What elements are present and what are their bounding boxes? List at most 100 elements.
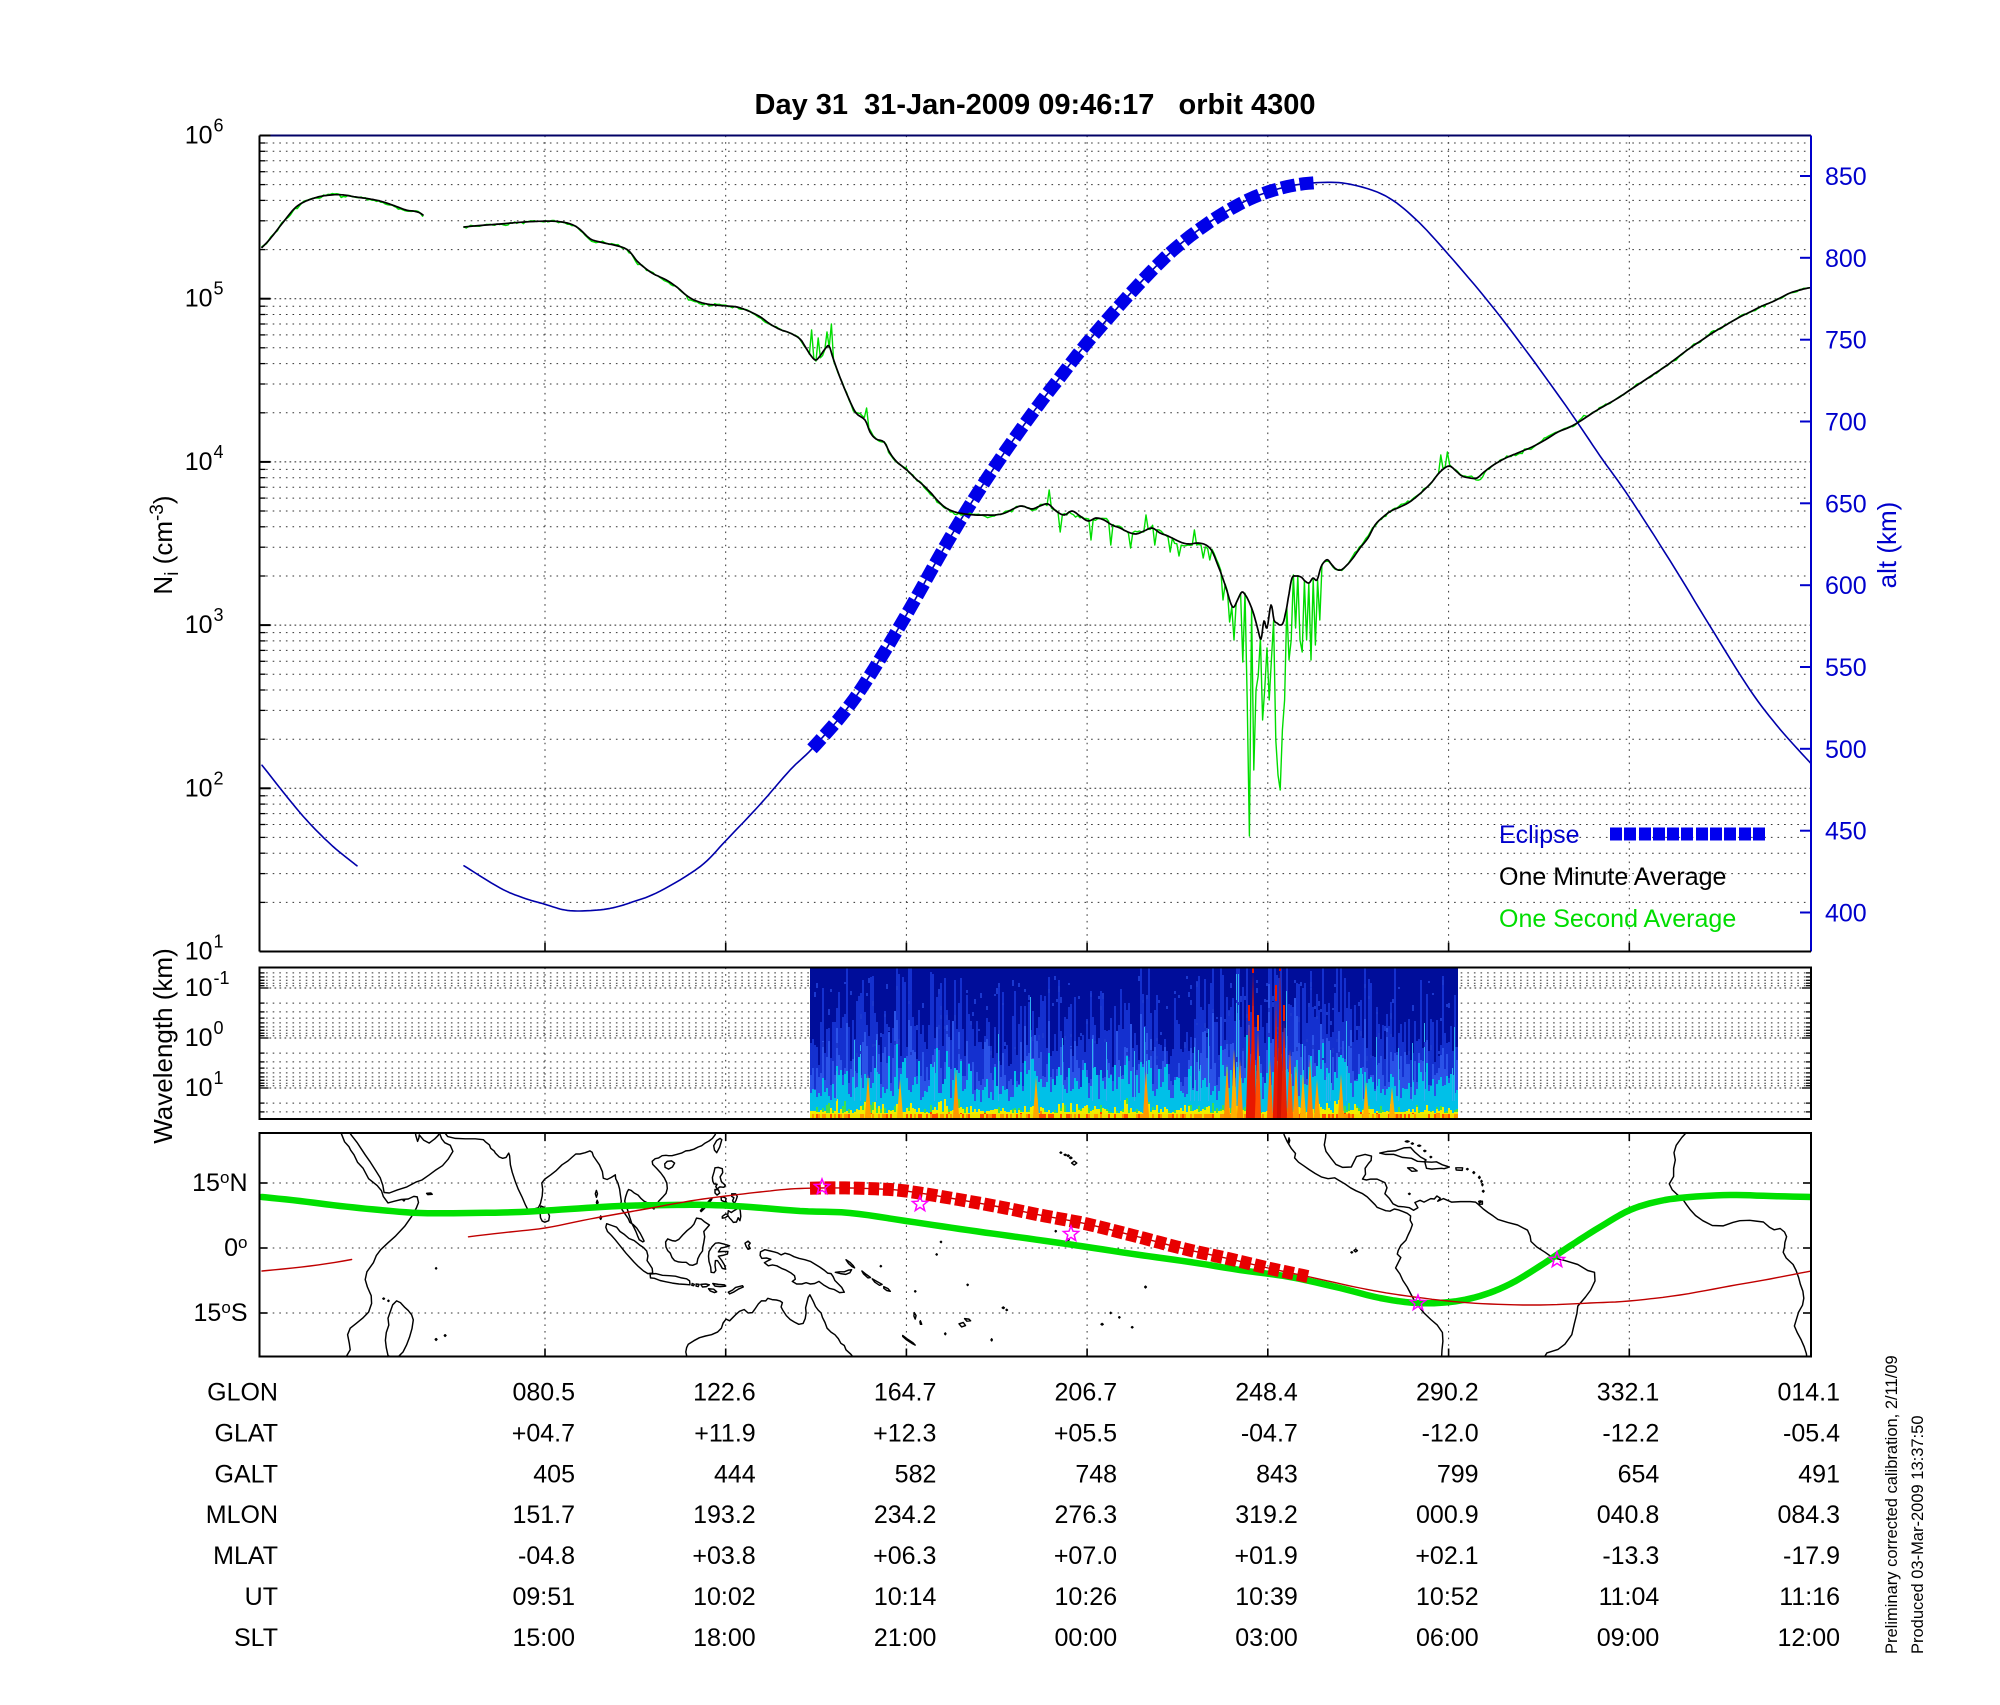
svg-text:400: 400 bbox=[1825, 900, 1867, 928]
svg-text:151.7: 151.7 bbox=[512, 1501, 575, 1529]
svg-text:10: 10 bbox=[185, 448, 213, 476]
svg-text:1: 1 bbox=[214, 932, 224, 952]
svg-text:1: 1 bbox=[214, 1068, 224, 1088]
svg-text:10: 10 bbox=[185, 285, 213, 313]
svg-text:332.1: 332.1 bbox=[1597, 1379, 1660, 1407]
svg-text:09:51: 09:51 bbox=[512, 1583, 575, 1611]
svg-text:080.5: 080.5 bbox=[512, 1379, 575, 1407]
svg-text:750: 750 bbox=[1825, 327, 1867, 355]
svg-text:276.3: 276.3 bbox=[1055, 1501, 1118, 1529]
svg-text:11:04: 11:04 bbox=[1599, 1583, 1660, 1611]
svg-text:450: 450 bbox=[1825, 818, 1867, 846]
svg-text:11:16: 11:16 bbox=[1779, 1583, 1840, 1611]
svg-text:+05.5: +05.5 bbox=[1054, 1419, 1117, 1447]
svg-text:122.6: 122.6 bbox=[693, 1379, 756, 1407]
svg-text:+11.9: +11.9 bbox=[694, 1419, 755, 1447]
svg-text:4: 4 bbox=[214, 442, 224, 462]
svg-text:843: 843 bbox=[1256, 1460, 1298, 1488]
svg-text:654: 654 bbox=[1618, 1460, 1660, 1488]
svg-text:-13.3: -13.3 bbox=[1602, 1542, 1659, 1570]
svg-text:234.2: 234.2 bbox=[874, 1501, 937, 1529]
svg-text:-04.7: -04.7 bbox=[1241, 1419, 1298, 1447]
svg-text:799: 799 bbox=[1437, 1460, 1479, 1488]
svg-text:Produced 03-Mar-2009 13:37:50: Produced 03-Mar-2009 13:37:50 bbox=[1909, 1416, 1927, 1655]
svg-text:-04.8: -04.8 bbox=[518, 1542, 575, 1570]
svg-text:+01.9: +01.9 bbox=[1235, 1542, 1298, 1570]
svg-text:10:52: 10:52 bbox=[1416, 1583, 1479, 1611]
svg-text:405: 405 bbox=[533, 1460, 575, 1488]
svg-text:164.7: 164.7 bbox=[874, 1379, 937, 1407]
svg-text:700: 700 bbox=[1825, 409, 1867, 437]
svg-text:03:00: 03:00 bbox=[1235, 1624, 1298, 1652]
svg-text:319.2: 319.2 bbox=[1235, 1501, 1298, 1529]
svg-text:UT: UT bbox=[245, 1583, 278, 1611]
svg-text:GLAT: GLAT bbox=[215, 1419, 278, 1447]
svg-text:10:14: 10:14 bbox=[874, 1583, 937, 1611]
svg-text:748: 748 bbox=[1075, 1460, 1117, 1488]
svg-text:600: 600 bbox=[1825, 572, 1867, 600]
svg-text:5: 5 bbox=[214, 279, 224, 299]
svg-text:-12.0: -12.0 bbox=[1422, 1419, 1479, 1447]
svg-text:550: 550 bbox=[1825, 654, 1867, 682]
svg-text:-17.9: -17.9 bbox=[1783, 1542, 1840, 1570]
svg-text:00:00: 00:00 bbox=[1055, 1624, 1118, 1652]
svg-text:10: 10 bbox=[185, 774, 213, 802]
svg-text:582: 582 bbox=[895, 1460, 937, 1488]
svg-text:800: 800 bbox=[1825, 245, 1867, 273]
svg-text:10: 10 bbox=[185, 974, 213, 1002]
svg-text:2: 2 bbox=[214, 768, 224, 788]
svg-text:+02.1: +02.1 bbox=[1415, 1542, 1478, 1570]
svg-text:0: 0 bbox=[214, 1018, 224, 1038]
svg-text:12:00: 12:00 bbox=[1777, 1624, 1840, 1652]
svg-text:+07.0: +07.0 bbox=[1054, 1542, 1117, 1570]
svg-text:444: 444 bbox=[714, 1460, 756, 1488]
svg-text:SLT: SLT bbox=[234, 1624, 278, 1652]
svg-text:Day 31 31-Jan-2009 09:46:17: Day 31 31-Jan-2009 09:46:17 orbit 4300 bbox=[755, 89, 1316, 121]
svg-text:3: 3 bbox=[214, 605, 224, 625]
svg-text:040.8: 040.8 bbox=[1597, 1501, 1660, 1529]
svg-text:Eclipse: Eclipse bbox=[1499, 821, 1580, 849]
svg-text:000.9: 000.9 bbox=[1416, 1501, 1479, 1529]
svg-text:290.2: 290.2 bbox=[1416, 1379, 1479, 1407]
svg-text:084.3: 084.3 bbox=[1777, 1501, 1840, 1529]
svg-text:21:00: 21:00 bbox=[874, 1624, 937, 1652]
svg-text:10:26: 10:26 bbox=[1055, 1583, 1118, 1611]
svg-text:10: 10 bbox=[185, 1074, 213, 1102]
svg-text:193.2: 193.2 bbox=[693, 1501, 756, 1529]
svg-text:One Minute Average: One Minute Average bbox=[1499, 863, 1726, 891]
svg-text:One Second Average: One Second Average bbox=[1499, 905, 1736, 933]
svg-text:10: 10 bbox=[185, 611, 213, 639]
svg-text:+04.7: +04.7 bbox=[512, 1419, 575, 1447]
svg-text:-1: -1 bbox=[214, 968, 230, 988]
svg-text:10: 10 bbox=[185, 122, 213, 150]
svg-text:15oS: 15oS bbox=[194, 1298, 248, 1327]
svg-text:alt (km): alt (km) bbox=[1872, 502, 1902, 589]
svg-text:06:00: 06:00 bbox=[1416, 1624, 1479, 1652]
svg-text:MLAT: MLAT bbox=[213, 1542, 278, 1570]
svg-text:+06.3: +06.3 bbox=[873, 1542, 936, 1570]
svg-text:850: 850 bbox=[1825, 163, 1867, 191]
svg-text:15:00: 15:00 bbox=[512, 1624, 575, 1652]
svg-text:10:39: 10:39 bbox=[1235, 1583, 1298, 1611]
svg-text:15oN: 15oN bbox=[192, 1168, 247, 1197]
svg-text:GLON: GLON bbox=[207, 1379, 278, 1407]
svg-text:+03.8: +03.8 bbox=[692, 1542, 755, 1570]
svg-text:650: 650 bbox=[1825, 490, 1867, 518]
svg-text:206.7: 206.7 bbox=[1055, 1379, 1118, 1407]
svg-text:+12.3: +12.3 bbox=[873, 1419, 936, 1447]
svg-text:10: 10 bbox=[185, 938, 213, 966]
svg-text:GALT: GALT bbox=[215, 1460, 278, 1488]
svg-text:-05.4: -05.4 bbox=[1783, 1419, 1840, 1447]
svg-text:Wavelength (km): Wavelength (km) bbox=[148, 948, 178, 1144]
svg-text:10:02: 10:02 bbox=[693, 1583, 756, 1611]
svg-text:18:00: 18:00 bbox=[693, 1624, 756, 1652]
svg-text:MLON: MLON bbox=[206, 1501, 278, 1529]
svg-text:10: 10 bbox=[185, 1024, 213, 1052]
svg-text:-12.2: -12.2 bbox=[1602, 1419, 1659, 1447]
svg-text:248.4: 248.4 bbox=[1235, 1379, 1298, 1407]
svg-text:491: 491 bbox=[1798, 1460, 1840, 1488]
svg-text:014.1: 014.1 bbox=[1777, 1379, 1840, 1407]
svg-text:6: 6 bbox=[214, 116, 224, 136]
svg-text:Preliminary corrected calibrat: Preliminary corrected calibration, 2/11/… bbox=[1883, 1355, 1901, 1654]
svg-text:09:00: 09:00 bbox=[1597, 1624, 1660, 1652]
